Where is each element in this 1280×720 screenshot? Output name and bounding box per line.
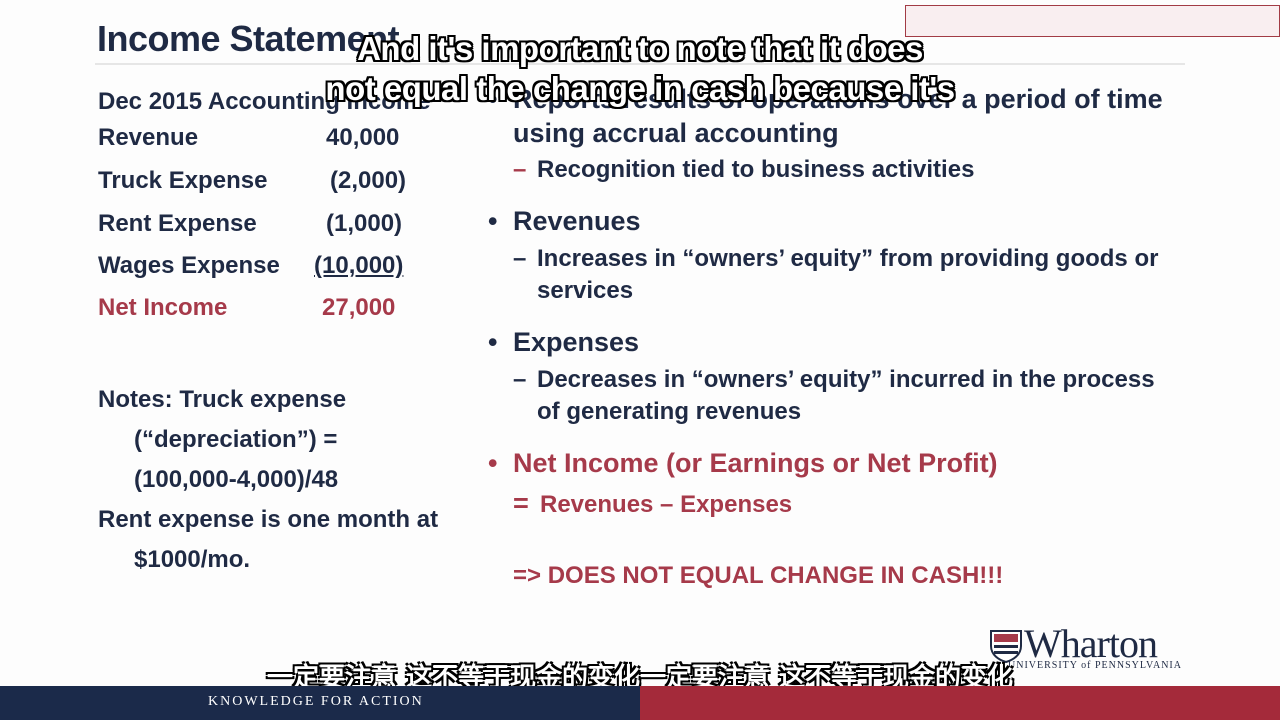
bullet-dot-2: • [488, 206, 498, 236]
bullet-1-dash: – [513, 156, 527, 183]
bullet-4-title: Net Income (or Earnings or Net Profit) [513, 448, 998, 478]
truck-expense-amount: (2,000) [330, 167, 407, 194]
bullet-3-title: Expenses [513, 327, 640, 357]
revenue-label: Revenue [98, 124, 199, 151]
notes-line-5: $1000/mo. [134, 546, 251, 573]
revenue-amount: 40,000 [326, 124, 400, 151]
bullet-1-line-2: using accrual accounting [513, 118, 839, 148]
logo-wordmark: Wharton [1024, 621, 1158, 666]
wages-expense-amount: (10,000) [314, 252, 404, 279]
wages-expense-label: Wages Expense [98, 252, 280, 279]
rent-expense-amount: (1,000) [326, 210, 403, 237]
income-heading: Dec 2015 Accounting Income [98, 88, 431, 115]
footer-tagline: KNOWLEDGE FOR ACTION [208, 694, 424, 709]
bullet-4-formula: Revenues – Expenses [540, 491, 793, 518]
notes: Notes: Truck expense (“depreciation”) = … [98, 380, 438, 580]
shield-icon [990, 630, 1022, 664]
bullet-3-sub-1: Decreases in “owners’ equity” incurred i… [537, 366, 1155, 393]
bullet-dot-4: • [488, 448, 498, 478]
bullet-2-dash: – [513, 245, 527, 272]
subtitle-en-line-1: And it's important to note that it does [357, 30, 923, 67]
bullet-3-sub-2: of generating revenues [537, 398, 802, 425]
truck-expense-label: Truck Expense [98, 167, 268, 194]
rent-expense-label: Rent Expense [98, 210, 257, 237]
footer-red-band [640, 686, 1280, 720]
bullet-2-title: Revenues [513, 206, 641, 236]
wharton-logo: Wharton UNIVERSITY of PENNSYLVANIA [988, 621, 1198, 672]
notes-line-2: (“depreciation”) = [134, 426, 338, 453]
bullet-2-sub-2: services [537, 277, 634, 304]
bullet-dot-1: • [488, 84, 498, 114]
notes-line-1: Notes: Truck expense [98, 386, 347, 413]
net-income-label: Net Income [98, 294, 228, 321]
net-income-amount: 27,000 [322, 294, 396, 321]
title-rule [95, 63, 1185, 65]
footer-navy-band [0, 686, 640, 720]
logo-subtitle: UNIVERSITY of PENNSYLVANIA [1008, 660, 1182, 671]
bullet-1-sub: Recognition tied to business activities [537, 156, 975, 183]
notes-line-4: Rent expense is one month at [98, 506, 439, 533]
subtitle-en-line-2: not equal the change in cash because it'… [325, 70, 955, 107]
bullet-1-line-1: Reports results of operations over a per… [513, 84, 1163, 114]
slide-title: Income Statement [97, 18, 400, 59]
footer-bar: KNOWLEDGE FOR ACTION [0, 686, 1280, 720]
bullet-2-sub-1: Increases in “owners’ equity” from provi… [537, 245, 1159, 272]
bullet-dot-3: • [488, 327, 498, 357]
bullet-3-dash: – [513, 366, 527, 393]
top-right-box [905, 5, 1280, 37]
notes-line-3: (100,000-4,000)/48 [134, 466, 339, 493]
bullet-4-equals: = [513, 488, 529, 518]
cash-warning: => DOES NOT EQUAL CHANGE IN CASH!!! [513, 562, 1004, 589]
